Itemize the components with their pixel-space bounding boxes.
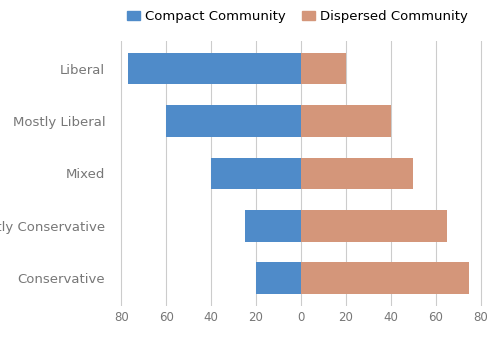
Legend: Compact Community, Dispersed Community: Compact Community, Dispersed Community <box>122 5 474 29</box>
Bar <box>301 262 470 294</box>
Bar <box>256 262 301 294</box>
Bar <box>211 158 301 189</box>
Bar <box>244 210 301 241</box>
Bar <box>301 158 413 189</box>
Bar <box>301 210 447 241</box>
Bar <box>301 53 346 84</box>
Bar <box>128 53 301 84</box>
Bar <box>301 105 390 137</box>
Bar <box>166 105 301 137</box>
